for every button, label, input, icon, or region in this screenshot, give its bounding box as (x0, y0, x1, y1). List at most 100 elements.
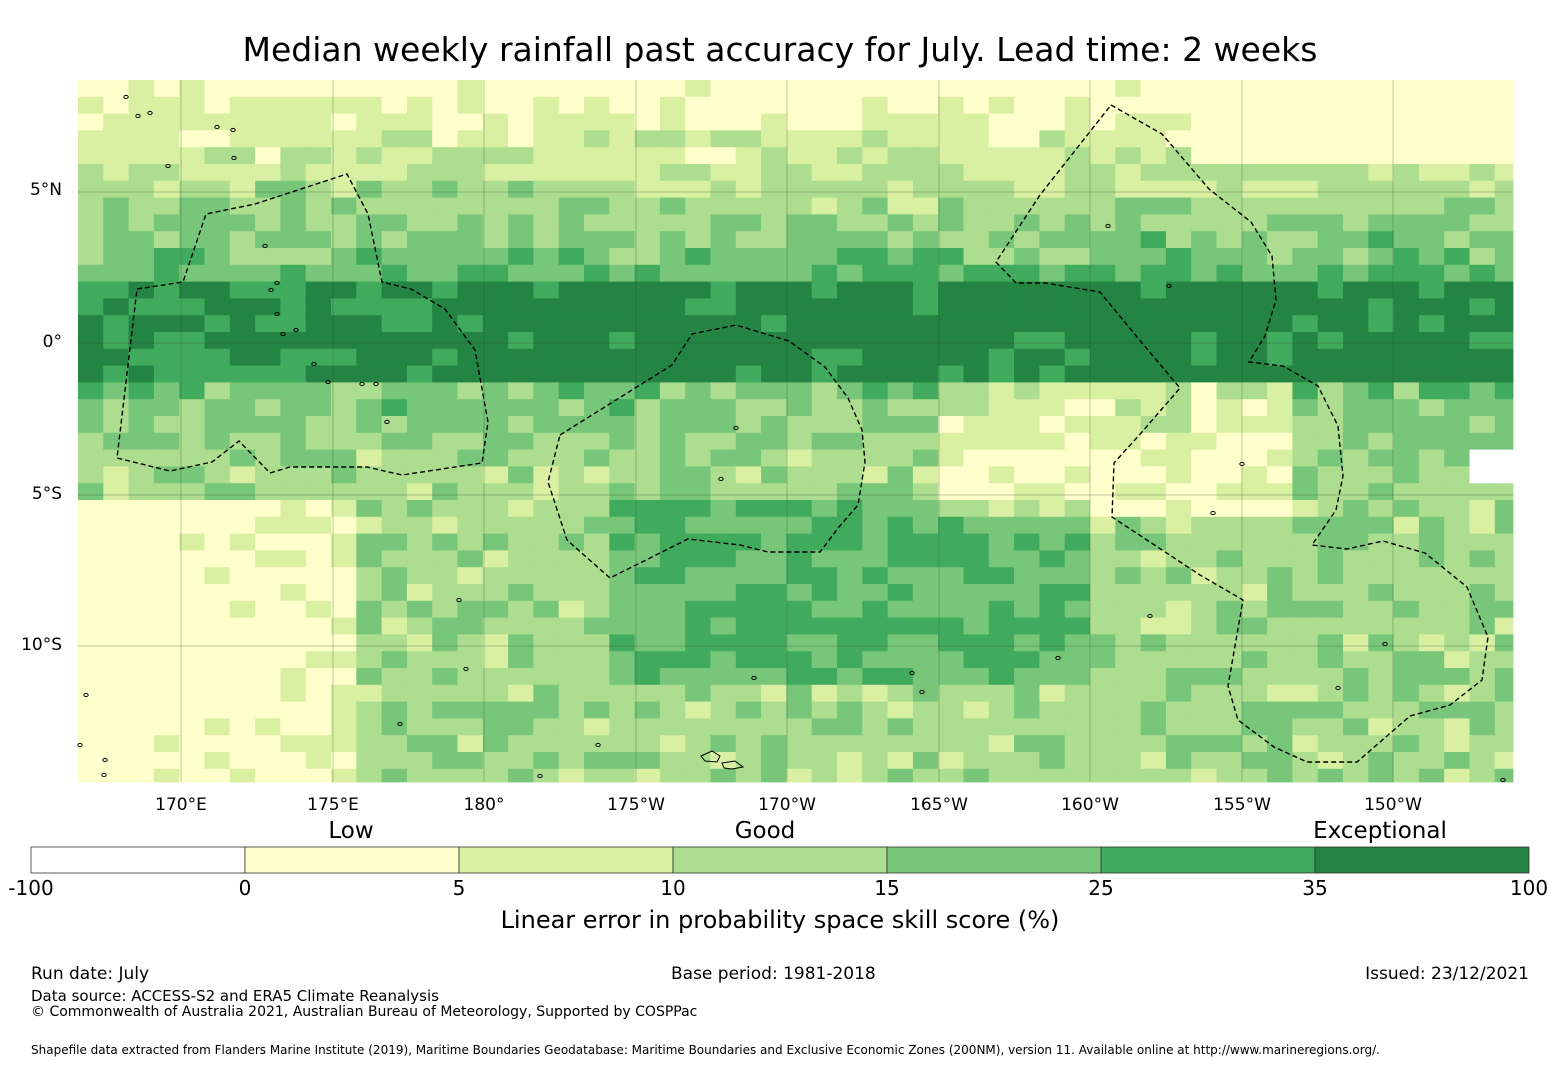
grid-cell (887, 298, 914, 316)
grid-cell (1115, 248, 1141, 266)
grid-cell (1393, 281, 1420, 299)
grid-cell (1165, 432, 1192, 450)
grid-cell (153, 432, 180, 450)
grid-cell (305, 416, 332, 434)
grid-cell (406, 113, 433, 131)
grid-cell (305, 432, 332, 450)
grid-cell (1064, 332, 1091, 350)
grid-cell (761, 365, 787, 383)
grid-cell (1039, 96, 1066, 114)
grid-cell (128, 113, 155, 131)
grid-cell (381, 130, 408, 148)
grid-cell (1418, 248, 1445, 266)
grid-cell (78, 214, 104, 232)
grid-cell (255, 432, 281, 450)
grid-cell (786, 130, 813, 148)
grid-cell (963, 348, 990, 366)
grid-cell (988, 180, 1015, 198)
grid-cell (558, 332, 585, 350)
grid-cell (1064, 382, 1091, 400)
grid-cell (1469, 96, 1496, 114)
grid-cell (153, 113, 180, 131)
grid-cell (204, 416, 231, 434)
grid-cell (356, 130, 382, 148)
grid-cell (128, 80, 155, 98)
grid-cell (1418, 315, 1445, 333)
grid-cell (356, 231, 382, 249)
grid-cell (1014, 113, 1040, 131)
grid-cell (1292, 348, 1319, 366)
grid-cell (786, 298, 813, 316)
grid-cell (1216, 382, 1243, 400)
grid-cell (558, 416, 585, 434)
grid-cell (103, 416, 129, 434)
grid-cell (912, 399, 939, 417)
grid-cell (1241, 180, 1268, 198)
grid-cell (457, 332, 484, 350)
grid-cell (1343, 281, 1369, 299)
grid-cell (1241, 113, 1268, 131)
grid-cell (1014, 298, 1040, 316)
grid-cell (482, 264, 509, 282)
grid-cell (912, 432, 939, 450)
grid-cell (432, 348, 458, 366)
grid-cell (609, 365, 635, 383)
grid-cell (305, 382, 332, 400)
grid-cell (1267, 264, 1293, 282)
grid-cell (786, 432, 813, 450)
grid-cell (381, 298, 408, 316)
grid-cell (1165, 147, 1192, 165)
grid-cell (229, 281, 256, 299)
grid-cell (659, 96, 686, 114)
grid-cell (255, 248, 281, 266)
grid-cell (963, 113, 990, 131)
grid-cell (406, 231, 433, 249)
grid-cell (280, 147, 307, 165)
grid-cell (685, 130, 711, 148)
grid-cell (381, 80, 408, 98)
grid-cell (1418, 96, 1445, 114)
grid-cell (1216, 432, 1243, 450)
grid-cell (837, 264, 863, 282)
grid-cell (1241, 298, 1268, 316)
grid-cell (356, 382, 382, 400)
grid-cell (508, 147, 534, 165)
grid-cell (482, 315, 509, 333)
grid-cell (103, 231, 129, 249)
grid-cell (280, 298, 307, 316)
grid-cell (1317, 348, 1344, 366)
grid-cell (558, 164, 585, 182)
grid-cell (432, 231, 458, 249)
grid-cell (988, 416, 1015, 434)
grid-cell (1216, 348, 1243, 366)
grid-cell (887, 264, 914, 282)
grid-cell (153, 80, 180, 98)
grid-cell (482, 382, 509, 400)
grid-cell (659, 382, 686, 400)
grid-cell (128, 416, 155, 434)
grid-cell (482, 147, 509, 165)
grid-cell (280, 432, 307, 450)
grid-cell (1393, 164, 1420, 182)
grid-cell (1064, 164, 1091, 182)
grid-cell (103, 248, 129, 266)
grid-cell (128, 399, 155, 417)
colorbar-tick: 100 (1509, 876, 1549, 900)
grid-cell (1064, 96, 1091, 114)
grid-cell (1191, 214, 1217, 232)
grid-cell (533, 147, 560, 165)
grid-cell (1444, 298, 1470, 316)
grid-cell (584, 298, 610, 316)
grid-cell (1090, 315, 1116, 333)
grid-cell (584, 281, 610, 299)
grid-cell (1343, 231, 1369, 249)
grid-cell (1444, 214, 1470, 232)
grid-cell (837, 416, 863, 434)
grid-cell (887, 231, 914, 249)
grid-cell (381, 147, 408, 165)
grid-cell (1494, 382, 1514, 400)
grid-cell (735, 399, 762, 417)
grid-cell (1393, 214, 1420, 232)
grid-cell (179, 214, 205, 232)
grid-cell (912, 365, 939, 383)
